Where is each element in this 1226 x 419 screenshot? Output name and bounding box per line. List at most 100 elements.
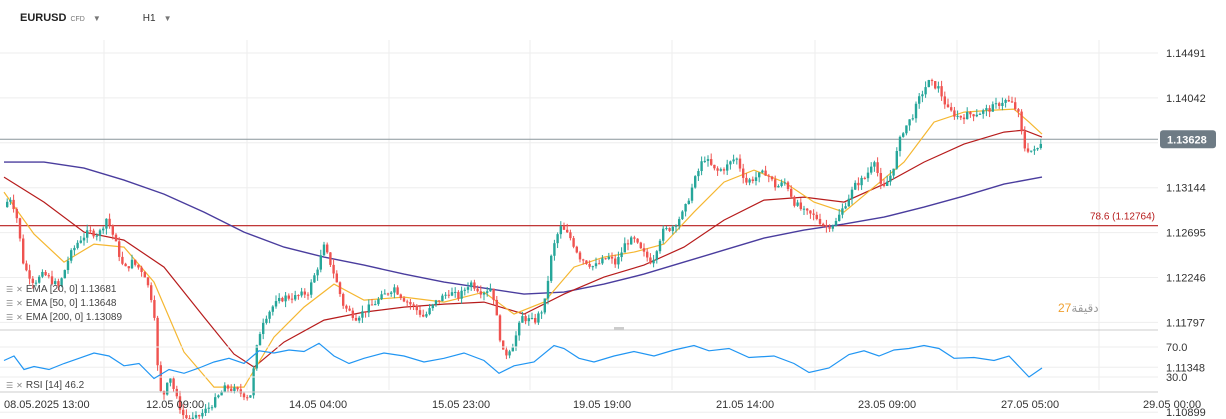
candle-body xyxy=(850,189,854,199)
candle-body xyxy=(434,300,438,305)
timeframe-dropdown-icon[interactable]: ▼ xyxy=(163,13,172,23)
candle-body xyxy=(978,113,982,115)
y-tick-label: 1.12246 xyxy=(1166,273,1206,285)
candle-body xyxy=(287,295,290,299)
candle-body xyxy=(614,258,617,265)
candle-body xyxy=(137,264,140,268)
candle-body xyxy=(751,179,754,181)
close-icon[interactable]: ✕ xyxy=(16,285,23,294)
candle-body xyxy=(527,318,530,322)
candle-body xyxy=(540,312,543,314)
candle-body xyxy=(761,170,764,173)
menu-icon[interactable]: ☰ xyxy=(6,285,14,294)
candle-body xyxy=(1017,109,1020,112)
candle-body xyxy=(521,316,524,323)
candle-body xyxy=(742,168,745,178)
y-tick-label: 1.12695 xyxy=(1166,228,1206,240)
symbol-dropdown-icon[interactable]: ▼ xyxy=(92,13,101,23)
candle-body xyxy=(1014,102,1017,110)
candle-body xyxy=(114,234,118,242)
candle-body xyxy=(412,304,415,306)
candle-body xyxy=(575,246,578,253)
candle-body xyxy=(684,203,687,212)
ema200-label: EMA [200, 0] 1.13089 xyxy=(25,312,123,323)
candle-body xyxy=(217,395,220,398)
candle-body xyxy=(610,256,614,259)
candle-body xyxy=(380,294,383,300)
menu-icon[interactable]: ☰ xyxy=(6,313,14,322)
close-icon[interactable]: ✕ xyxy=(16,313,23,322)
candle-body xyxy=(50,276,54,284)
candle-body xyxy=(950,107,953,111)
candle-body xyxy=(985,108,988,111)
candle-body xyxy=(140,267,143,272)
pane-resize-handle xyxy=(614,327,624,330)
candle-body xyxy=(396,287,399,295)
candle-body xyxy=(108,218,111,226)
candle-body xyxy=(230,388,233,391)
x-tick-label: 19.05 19:00 xyxy=(573,399,631,411)
candle-body xyxy=(866,172,870,179)
candle-body xyxy=(271,306,274,312)
ema20-line xyxy=(3,108,1043,388)
candle-body xyxy=(22,238,25,264)
fib-level-label: 78.6 (1.12764) xyxy=(1090,212,1155,223)
candle-body xyxy=(479,291,482,295)
candle-body xyxy=(393,287,396,293)
candle-body xyxy=(127,266,130,269)
candle-body xyxy=(543,298,546,313)
candle-body xyxy=(524,316,527,322)
candle-body xyxy=(626,243,630,245)
candle-body xyxy=(786,182,790,189)
x-tick-label: 29.05 00:00 xyxy=(1143,399,1201,411)
candle-body xyxy=(249,395,252,398)
close-icon[interactable]: ✕ xyxy=(16,299,23,308)
candle-body xyxy=(146,277,150,286)
candle-body xyxy=(313,275,316,283)
candle-body xyxy=(620,252,623,258)
candle-body xyxy=(345,305,348,309)
candle-body xyxy=(678,219,681,226)
menu-icon[interactable]: ☰ xyxy=(6,381,14,390)
candle-body xyxy=(111,225,114,235)
candle-body xyxy=(857,182,860,186)
menu-icon[interactable]: ☰ xyxy=(6,299,14,308)
candle-body xyxy=(588,263,591,267)
candle-body xyxy=(470,282,473,288)
candle-body xyxy=(399,294,402,299)
candle-body xyxy=(329,252,332,265)
candle-body xyxy=(886,181,889,186)
candle-body xyxy=(185,415,188,419)
candle-body xyxy=(66,260,70,271)
candle-body xyxy=(598,263,601,265)
candle-body xyxy=(236,387,239,390)
close-icon[interactable]: ✕ xyxy=(16,381,23,390)
candle-body xyxy=(818,218,822,224)
candle-body xyxy=(777,185,780,188)
candle-body xyxy=(745,177,748,183)
candle-body xyxy=(729,161,732,165)
candle-body xyxy=(367,304,370,313)
candle-body xyxy=(585,260,588,264)
candle-body xyxy=(642,248,646,252)
candle-body xyxy=(530,317,534,319)
candle-body xyxy=(895,151,898,169)
rsi-label: RSI [14] 46.2 xyxy=(25,380,85,391)
candle-body xyxy=(25,263,28,271)
candle-body xyxy=(636,238,639,243)
countdown-value: 27 xyxy=(1058,301,1072,315)
candle-body xyxy=(591,266,594,268)
candle-body xyxy=(342,294,345,306)
symbol-label[interactable]: EURUSD xyxy=(20,12,67,24)
candle-body xyxy=(76,242,79,248)
candle-body xyxy=(415,305,418,311)
candle-body xyxy=(870,166,873,173)
timeframe-label[interactable]: H1 xyxy=(142,12,156,24)
candle-body xyxy=(89,230,92,232)
candle-body xyxy=(70,250,73,261)
candle-body xyxy=(390,292,393,294)
candle-body xyxy=(348,308,351,311)
candle-body xyxy=(617,257,620,265)
candle-body xyxy=(927,80,930,88)
